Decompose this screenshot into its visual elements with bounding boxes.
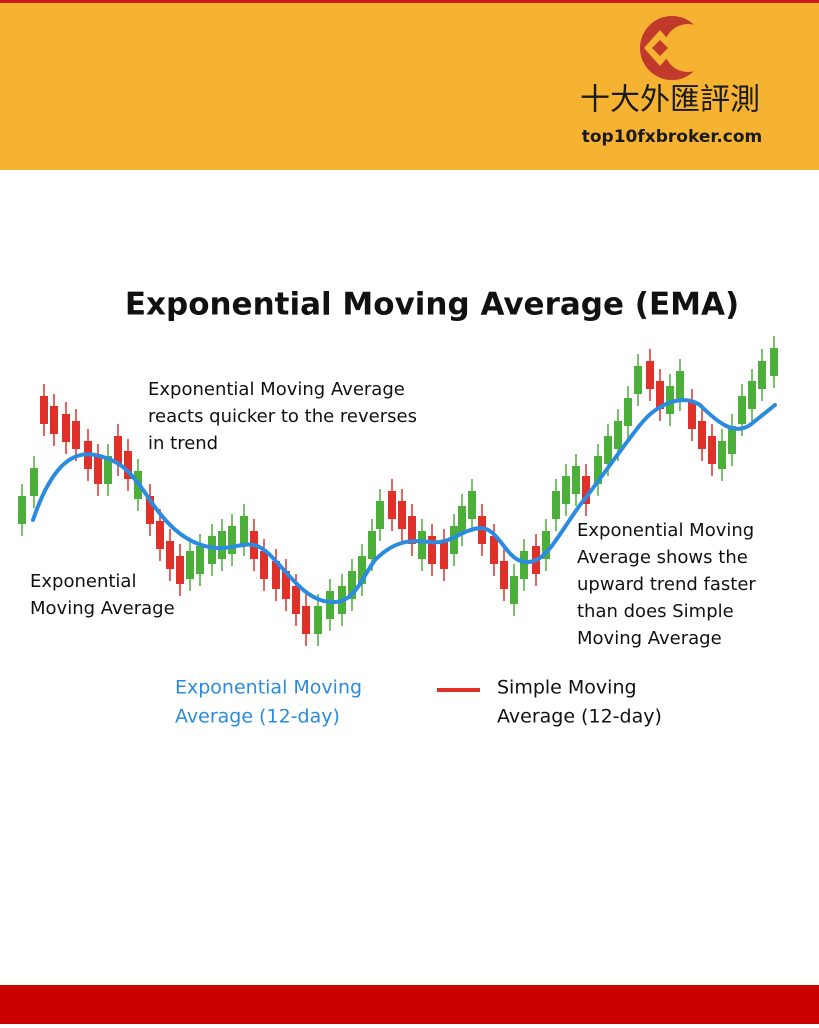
candle: [368, 531, 376, 559]
candlesticks: [18, 336, 778, 646]
annotation-left: Moving Average: [30, 598, 175, 619]
candle: [208, 536, 216, 564]
candle: [314, 606, 322, 634]
candle: [614, 421, 622, 449]
candle: [156, 521, 164, 549]
annotation-right: upward trend faster: [577, 574, 756, 595]
candle: [282, 571, 290, 599]
candle: [62, 414, 70, 442]
brand-site: top10fxbroker.com: [582, 127, 763, 147]
candle: [388, 491, 396, 519]
legend-sma: Simple Moving: [497, 677, 637, 699]
candle: [468, 491, 476, 519]
candle: [490, 536, 498, 564]
candle: [510, 576, 518, 604]
candle: [418, 531, 426, 559]
candle: [718, 441, 726, 469]
footer-band: [0, 985, 819, 1024]
header-top-line: [0, 0, 819, 3]
candle: [408, 516, 416, 544]
candle: [398, 501, 406, 529]
candle: [326, 591, 334, 619]
candle: [186, 551, 194, 579]
candle: [708, 436, 716, 464]
candle: [302, 606, 310, 634]
candle: [748, 381, 756, 409]
candle: [260, 551, 268, 579]
candle: [228, 526, 236, 554]
candle: [166, 541, 174, 569]
candle: [124, 451, 132, 479]
legend-ema: Exponential Moving: [175, 677, 362, 699]
annotation-right: than does Simple: [577, 601, 734, 622]
annotation-top: reacts quicker to the reverses: [148, 406, 417, 427]
candle: [428, 536, 436, 564]
candle: [114, 436, 122, 464]
candle: [572, 466, 580, 494]
candle: [292, 586, 300, 614]
candle: [676, 371, 684, 399]
candle: [646, 361, 654, 389]
candle: [240, 516, 248, 544]
brand-name: 十大外匯評測: [580, 83, 760, 118]
candle: [72, 421, 80, 449]
candle: [666, 386, 674, 414]
candle: [30, 468, 38, 496]
candle: [758, 361, 766, 389]
candle: [348, 571, 356, 599]
candle: [520, 551, 528, 579]
candle: [770, 348, 778, 376]
annotation-right: Moving Average: [577, 628, 722, 649]
candle: [500, 561, 508, 589]
candle: [176, 556, 184, 584]
logo: [640, 16, 712, 80]
title: Exponential Moving Average (EMA): [125, 287, 739, 323]
annotation-left: Exponential: [30, 571, 136, 592]
candle: [688, 401, 696, 429]
candle: [18, 496, 26, 524]
annotation-right: Average shows the: [577, 547, 748, 568]
candle: [552, 491, 560, 519]
ema-line: [31, 398, 777, 605]
candle: [582, 476, 590, 504]
candle: [450, 526, 458, 554]
candle: [218, 531, 226, 559]
legend-sma: Average (12-day): [497, 706, 662, 728]
candle: [196, 546, 204, 574]
candle: [458, 506, 466, 534]
candle: [604, 436, 612, 464]
candle: [40, 396, 48, 424]
candle: [272, 561, 280, 589]
annotation-right: Exponential Moving: [577, 520, 754, 541]
candle: [94, 456, 102, 484]
candle: [542, 531, 550, 559]
candle: [624, 398, 632, 426]
candle: [562, 476, 570, 504]
candle: [656, 381, 664, 409]
candle: [104, 456, 112, 484]
candle: [358, 556, 366, 584]
candle: [50, 406, 58, 434]
candle: [698, 421, 706, 449]
legend-ema: Average (12-day): [175, 706, 340, 728]
candle: [440, 541, 448, 569]
candle: [728, 426, 736, 454]
annotation-top: Exponential Moving Average: [148, 379, 405, 400]
candle: [634, 366, 642, 394]
candle: [738, 396, 746, 424]
candle: [146, 496, 154, 524]
annotation-top: in trend: [148, 433, 218, 454]
candle: [594, 456, 602, 484]
candle: [376, 501, 384, 529]
